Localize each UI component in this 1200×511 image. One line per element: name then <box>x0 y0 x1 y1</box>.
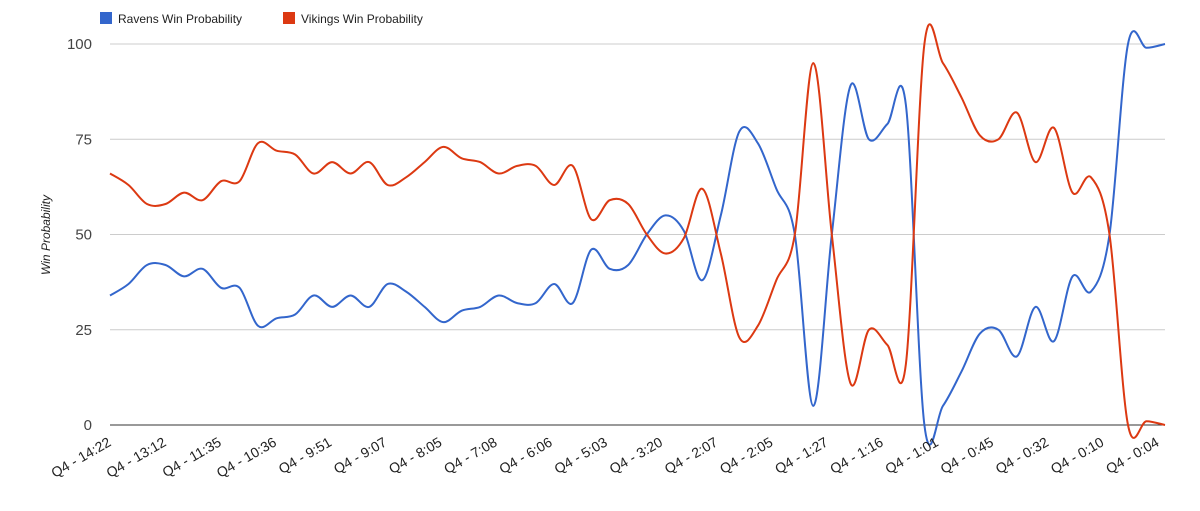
x-tick-label: Q4 - 0:45 <box>937 434 996 477</box>
legend-label-vikings[interactable]: Vikings Win Probability <box>301 12 423 26</box>
x-tick-label: Q4 - 1:27 <box>772 434 831 477</box>
legend: Ravens Win Probability Vikings Win Proba… <box>100 12 423 26</box>
y-tick-label-0: 0 <box>84 417 92 434</box>
x-tick-label: Q4 - 1:01 <box>882 434 941 477</box>
x-tick-label: Q4 - 1:16 <box>827 434 886 477</box>
x-tick-label: Q4 - 9:51 <box>276 434 335 477</box>
y-tick-label-100: 100 <box>67 36 92 53</box>
x-tick-label: Q4 - 3:20 <box>607 434 666 477</box>
ravens-series-line[interactable] <box>109 30 1166 446</box>
y-tick-label-50: 50 <box>75 227 92 244</box>
x-tick-label: Q4 - 2:05 <box>717 434 776 477</box>
vikings-series-line[interactable] <box>109 23 1166 439</box>
x-tick-label: Q4 - 14:22 <box>48 434 113 481</box>
x-tick-label: Q4 - 11:35 <box>159 434 224 481</box>
x-tick-label: Q4 - 5:03 <box>551 434 610 477</box>
legend-label-ravens[interactable]: Ravens Win Probability <box>118 12 242 26</box>
legend-swatch-ravens <box>100 12 112 24</box>
x-tick-label: Q4 - 0:10 <box>1048 434 1107 477</box>
y-tick-label-75: 75 <box>75 131 92 148</box>
x-tick-label: Q4 - 6:06 <box>496 434 555 477</box>
x-tick-label: Q4 - 2:07 <box>662 434 721 477</box>
x-tick-label: Q4 - 0:04 <box>1103 434 1162 477</box>
x-tick-label: Q4 - 9:07 <box>331 434 390 477</box>
grid-lines <box>110 43 1165 426</box>
x-tick-label: Q4 - 8:05 <box>386 434 445 477</box>
y-axis-title: Win Probability <box>39 194 53 275</box>
legend-swatch-vikings <box>283 12 295 24</box>
x-tick-label: Q4 - 10:36 <box>214 434 279 481</box>
series-lines[interactable] <box>109 23 1166 446</box>
x-tick-label: Q4 - 0:32 <box>993 434 1052 477</box>
x-tick-label: Q4 - 13:12 <box>103 434 168 481</box>
x-tick-label: Q4 - 7:08 <box>441 434 500 477</box>
y-axis-ticks: 0 25 50 75 100 <box>67 36 92 434</box>
y-tick-label-25: 25 <box>75 322 92 339</box>
